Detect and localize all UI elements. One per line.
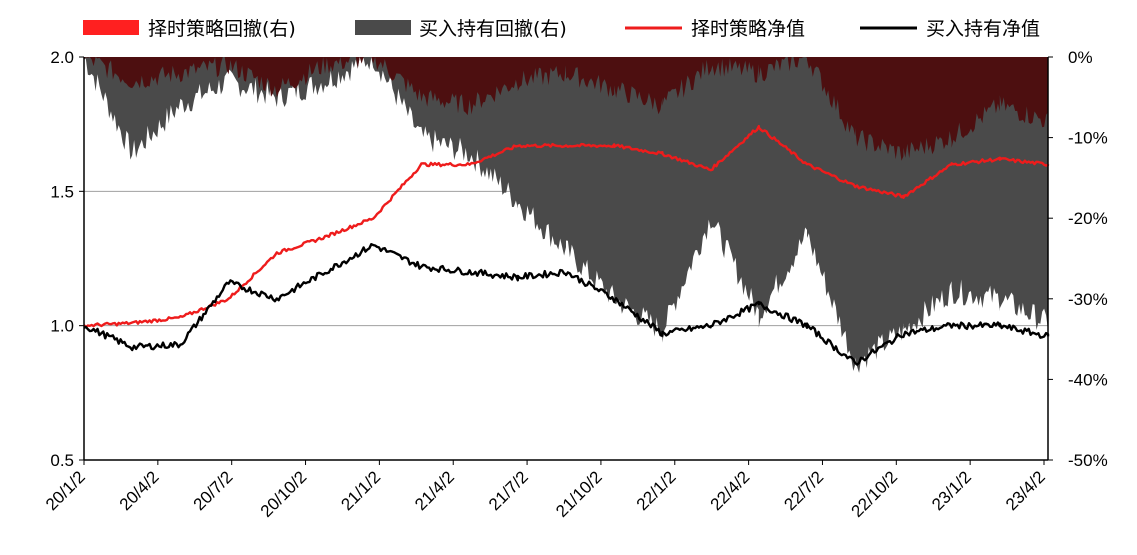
x-tick-label-2: 20/7/2 (190, 467, 237, 514)
x-tick-label-10: 22/7/2 (780, 467, 827, 514)
x-tick-label-11: 22/10/2 (848, 467, 902, 521)
line-buyhold-nav (83, 243, 1050, 366)
legend-swatch-0 (83, 20, 139, 35)
left-tick-label-0: 0.5 (50, 451, 74, 470)
right-tick-label-2: -30% (1068, 290, 1108, 309)
legend-swatch-1 (355, 20, 411, 35)
legend-label-0: 择时策略回撤(右) (148, 18, 296, 40)
area-timing-drawdown (84, 57, 1048, 161)
right-tick-label-4: -10% (1068, 129, 1108, 148)
legend-label-2: 择时策略净值 (691, 18, 805, 40)
x-tick-label-0: 20/1/2 (42, 467, 89, 514)
x-tick-label-13: 23/4/2 (1002, 467, 1049, 514)
line-timing-nav (83, 124, 1050, 329)
x-tick-label-4: 21/1/2 (337, 467, 384, 514)
right-tick-label-5: 0% (1068, 48, 1093, 67)
x-tick-label-5: 21/4/2 (411, 467, 458, 514)
legend-label-3: 买入持有净值 (926, 18, 1040, 40)
x-tick-label-6: 21/7/2 (485, 467, 532, 514)
area-buyhold-drawdown (84, 57, 1048, 373)
left-tick-label-1: 1.0 (50, 317, 74, 336)
left-tick-label-2: 1.5 (50, 182, 74, 201)
legend-label-1: 买入持有回撤(右) (419, 18, 567, 40)
right-tick-label-3: -20% (1068, 209, 1108, 228)
x-tick-label-8: 22/1/2 (633, 467, 680, 514)
legend: 择时策略回撤(右) 买入持有回撤(右) 择时策略净值 买入持有净值 (83, 18, 1040, 40)
x-tick-label-1: 20/4/2 (116, 467, 163, 514)
plot-area (83, 57, 1050, 373)
right-tick-label-1: -40% (1068, 370, 1108, 389)
left-tick-label-3: 2.0 (50, 48, 74, 67)
x-tick-label-12: 23/1/2 (928, 467, 975, 514)
x-tick-label-7: 21/10/2 (552, 467, 606, 521)
x-tick-label-9: 22/4/2 (707, 467, 754, 514)
right-tick-label-0: -50% (1068, 451, 1108, 470)
x-tick-label-3: 20/10/2 (257, 467, 311, 521)
